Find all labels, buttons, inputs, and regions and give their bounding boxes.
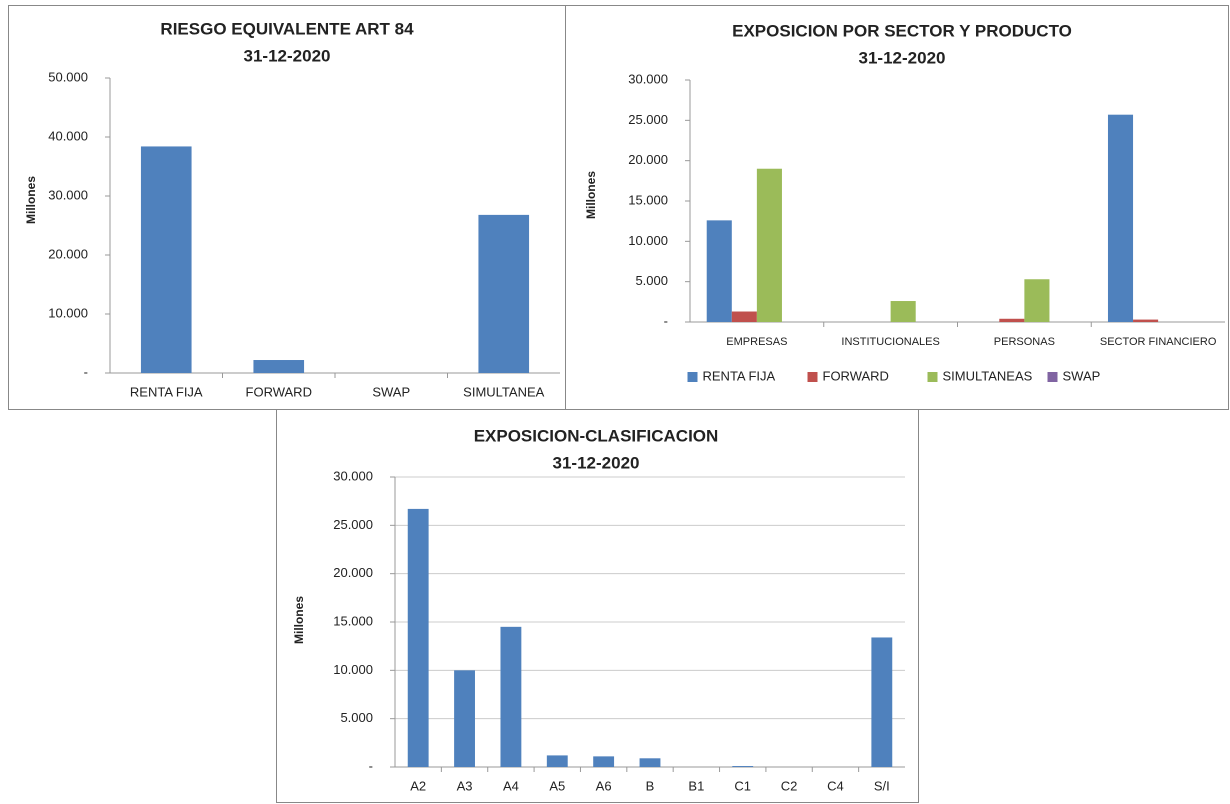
y-tick-label: 50.000 bbox=[48, 69, 88, 84]
y-axis-label: Millones bbox=[24, 176, 38, 224]
y-tick-label: - bbox=[84, 364, 88, 379]
bar bbox=[999, 318, 1025, 322]
bar bbox=[253, 360, 305, 373]
x-tick-label: EMPRESAS bbox=[726, 336, 787, 348]
x-tick-label: C2 bbox=[781, 778, 798, 793]
y-tick-label: - bbox=[369, 758, 373, 773]
y-tick-label: 30.000 bbox=[333, 468, 373, 483]
chart-subtitle: 31-12-2020 bbox=[553, 453, 640, 472]
legend-label: SWAP bbox=[1063, 368, 1101, 383]
bar bbox=[706, 220, 732, 322]
x-tick-label: SWAP bbox=[372, 384, 410, 399]
y-tick-label: 25.000 bbox=[628, 112, 668, 127]
x-tick-label: A4 bbox=[503, 778, 519, 793]
bar bbox=[1024, 279, 1050, 322]
legend-label: SIMULTANEAS bbox=[943, 368, 1033, 383]
bar bbox=[639, 758, 661, 767]
legend-swatch bbox=[807, 372, 818, 382]
bar bbox=[546, 755, 568, 767]
x-tick-label: B1 bbox=[688, 778, 704, 793]
chart-title: EXPOSICION POR SECTOR Y PRODUCTO bbox=[732, 21, 1072, 40]
y-axis-label: Millones bbox=[292, 596, 306, 644]
chart-frame bbox=[276, 409, 919, 803]
chart-subtitle: 31-12-2020 bbox=[244, 46, 331, 65]
x-tick-label: C4 bbox=[827, 778, 844, 793]
legend-swatch bbox=[687, 372, 698, 382]
x-tick-label: S/I bbox=[874, 778, 890, 793]
x-tick-label: B bbox=[646, 778, 655, 793]
x-tick-label: A6 bbox=[596, 778, 612, 793]
y-tick-label: 5.000 bbox=[340, 710, 373, 725]
bar bbox=[1133, 319, 1159, 322]
x-tick-label: SECTOR FINANCIERO bbox=[1100, 336, 1217, 348]
bar bbox=[731, 311, 757, 322]
y-tick-label: 5.000 bbox=[635, 273, 668, 288]
bar bbox=[593, 756, 615, 767]
legend-swatch bbox=[927, 372, 938, 382]
x-tick-label: INSTITUCIONALES bbox=[841, 336, 939, 348]
bar bbox=[140, 146, 192, 373]
legend-label: FORWARD bbox=[823, 368, 889, 383]
y-tick-label: 25.000 bbox=[333, 517, 373, 532]
bar bbox=[890, 301, 916, 322]
bar bbox=[500, 626, 522, 767]
y-tick-label: 20.000 bbox=[628, 152, 668, 167]
x-tick-label: FORWARD bbox=[246, 384, 312, 399]
chart-title: EXPOSICION-CLASIFICACION bbox=[474, 426, 719, 445]
y-tick-label: - bbox=[664, 313, 668, 328]
bar bbox=[478, 214, 530, 373]
legend-swatch bbox=[1047, 372, 1058, 382]
y-tick-label: 10.000 bbox=[48, 305, 88, 320]
y-tick-label: 30.000 bbox=[628, 71, 668, 86]
y-tick-label: 10.000 bbox=[333, 662, 373, 677]
y-axis-label: Millones bbox=[584, 171, 598, 219]
y-tick-label: 10.000 bbox=[628, 233, 668, 248]
y-tick-label: 30.000 bbox=[48, 187, 88, 202]
x-tick-label: C1 bbox=[734, 778, 751, 793]
bar bbox=[756, 168, 782, 322]
y-tick-label: 20.000 bbox=[333, 565, 373, 580]
x-tick-label: A5 bbox=[549, 778, 565, 793]
y-tick-label: 15.000 bbox=[333, 613, 373, 628]
bar bbox=[871, 637, 893, 767]
y-tick-label: 15.000 bbox=[628, 192, 668, 207]
bar bbox=[1107, 114, 1134, 322]
bar bbox=[407, 508, 429, 767]
x-tick-label: PERSONAS bbox=[994, 336, 1055, 348]
x-tick-label: A2 bbox=[410, 778, 426, 793]
legend-label: RENTA FIJA bbox=[703, 368, 776, 383]
y-tick-label: 40.000 bbox=[48, 128, 88, 143]
bar bbox=[454, 670, 475, 767]
x-tick-label: SIMULTANEA bbox=[463, 384, 544, 399]
bar bbox=[732, 766, 754, 767]
x-tick-label: RENTA FIJA bbox=[130, 384, 203, 399]
chart-subtitle: 31-12-2020 bbox=[859, 48, 946, 67]
y-tick-label: 20.000 bbox=[48, 246, 88, 261]
chart-title: RIESGO EQUIVALENTE ART 84 bbox=[160, 19, 414, 38]
x-tick-label: A3 bbox=[457, 778, 473, 793]
